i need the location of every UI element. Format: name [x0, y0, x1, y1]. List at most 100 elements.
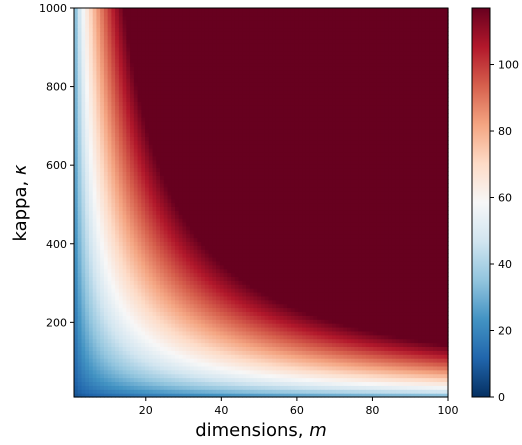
heatmap-cell — [126, 361, 131, 367]
heatmap-cell — [96, 190, 101, 196]
heatmap-cell — [148, 229, 154, 235]
heatmap-cell — [81, 377, 86, 383]
heatmap-cell — [223, 93, 228, 99]
heatmap-cell — [238, 393, 243, 398]
heatmap-cell — [96, 101, 101, 106]
heatmap-cell — [74, 27, 79, 32]
heatmap-cell — [216, 159, 221, 165]
heatmap-cell — [85, 202, 90, 207]
heatmap-cell — [216, 245, 221, 250]
heatmap-cell — [115, 43, 120, 48]
heatmap-cell — [238, 194, 243, 200]
heatmap-cell — [197, 101, 202, 106]
heatmap-cell — [145, 183, 150, 188]
heatmap-cell — [197, 136, 202, 141]
heatmap-cell — [130, 319, 135, 324]
heatmap-cell — [208, 218, 213, 223]
heatmap-cell — [163, 62, 169, 67]
heatmap-cell — [174, 74, 180, 79]
heatmap-cell — [92, 381, 98, 386]
heatmap-cell — [182, 330, 187, 336]
heatmap-cell — [148, 39, 154, 44]
heatmap-cell — [242, 260, 247, 266]
heatmap-cell — [96, 241, 101, 246]
heatmap-cell — [201, 361, 206, 367]
heatmap-cell — [201, 27, 206, 32]
heatmap-cell — [133, 295, 139, 301]
heatmap-cell — [163, 43, 169, 48]
heatmap-cell — [227, 101, 232, 106]
heatmap-cell — [160, 385, 165, 390]
heatmap-cell — [189, 58, 195, 64]
heatmap-cell — [107, 35, 112, 40]
heatmap-cell — [88, 163, 94, 169]
heatmap-cell — [115, 202, 120, 207]
heatmap-cell — [182, 198, 187, 204]
heatmap-cell — [148, 194, 154, 200]
heatmap-cell — [216, 70, 221, 75]
heatmap-cell — [115, 241, 120, 246]
heatmap-cell — [182, 284, 187, 289]
heatmap-cell — [156, 342, 161, 348]
heatmap-cell — [88, 342, 94, 348]
heatmap-cell — [231, 307, 236, 313]
heatmap-cell — [130, 334, 135, 340]
heatmap-cell — [96, 221, 101, 227]
heatmap-cell — [126, 253, 131, 258]
heatmap-cell — [152, 31, 157, 36]
heatmap-cell — [85, 183, 90, 188]
heatmap-cell — [234, 241, 240, 246]
heatmap-cell — [130, 361, 135, 367]
heatmap-cell — [160, 256, 165, 262]
heatmap-cell — [208, 373, 213, 379]
heatmap-cell — [96, 245, 101, 250]
heatmap-cell — [81, 249, 86, 254]
heatmap-cell — [85, 237, 90, 242]
heatmap-cell — [88, 66, 94, 71]
heatmap-cell — [257, 144, 262, 149]
heatmap-cell — [160, 23, 165, 29]
heatmap-cell — [171, 31, 176, 36]
heatmap-cell — [193, 19, 199, 25]
heatmap-cell — [171, 50, 176, 56]
heatmap-cell — [242, 284, 247, 289]
heatmap-cell — [152, 272, 157, 278]
heatmap-cell — [163, 334, 169, 340]
heatmap-cell — [107, 97, 112, 102]
heatmap-cell — [85, 338, 90, 344]
heatmap-cell — [171, 175, 176, 180]
heatmap-cell — [122, 155, 127, 161]
heatmap-cell — [227, 171, 232, 176]
heatmap-cell — [122, 109, 127, 114]
heatmap-cell — [189, 245, 195, 250]
heatmap-cell — [257, 23, 262, 29]
heatmap-cell — [167, 361, 172, 367]
heatmap-cell — [77, 105, 83, 110]
heatmap-cell — [223, 39, 228, 44]
heatmap-cell — [223, 307, 228, 313]
heatmap-cell — [156, 70, 161, 75]
heatmap-cell — [249, 295, 255, 301]
heatmap-cell — [238, 214, 243, 219]
heatmap-cell — [74, 214, 79, 219]
heatmap-cell — [96, 58, 101, 64]
heatmap-cell — [156, 54, 161, 60]
heatmap-cell — [204, 346, 210, 351]
heatmap-cell — [249, 109, 255, 114]
heatmap-cell — [88, 167, 94, 172]
heatmap-cell — [193, 303, 199, 309]
heatmap-cell — [126, 58, 131, 64]
heatmap-cell — [88, 256, 94, 262]
heatmap-cell — [74, 140, 79, 145]
heatmap-cell — [133, 54, 139, 60]
heatmap-cell — [216, 307, 221, 313]
heatmap-cell — [204, 124, 210, 130]
heatmap-cell — [88, 105, 94, 110]
heatmap-cell — [111, 385, 116, 390]
heatmap-cell — [234, 214, 240, 219]
heatmap-cell — [204, 319, 210, 324]
heatmap-cell — [238, 202, 243, 207]
heatmap-cell — [111, 365, 116, 371]
heatmap-cell — [208, 46, 213, 52]
heatmap-cell — [81, 171, 86, 176]
